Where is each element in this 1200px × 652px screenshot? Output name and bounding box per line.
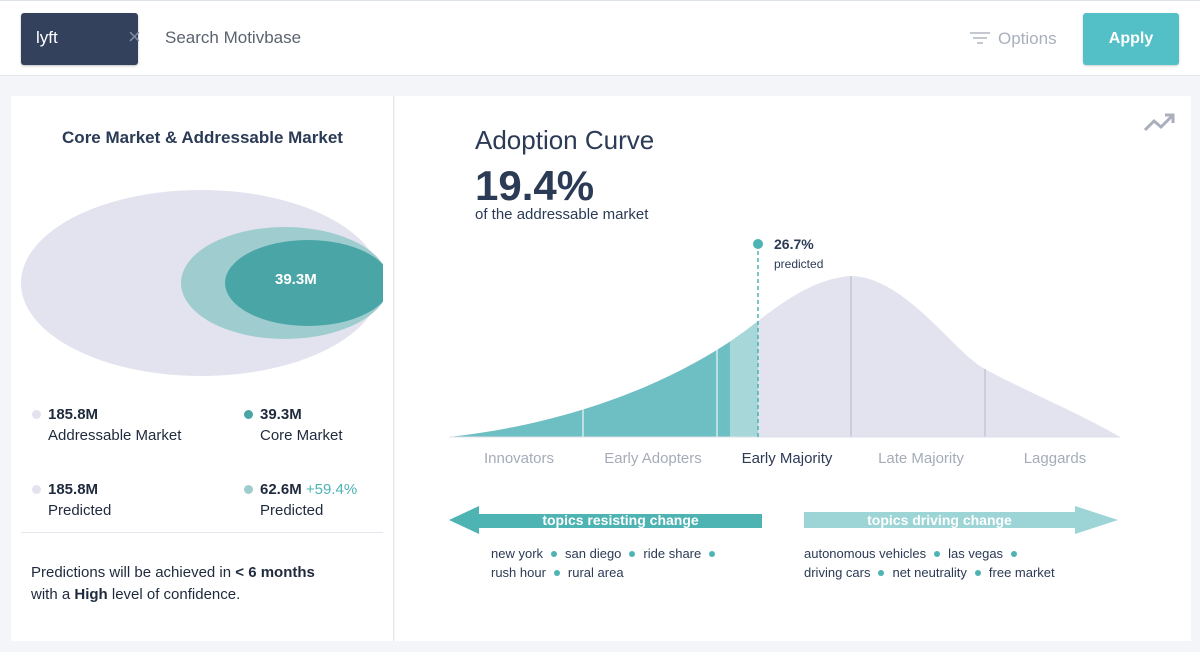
prediction-confidence: High	[74, 586, 108, 603]
topic-tag[interactable]: san diego	[565, 546, 622, 561]
driving-topics-row: autonomous vehicles las vegas	[804, 546, 1025, 561]
driving-arrow	[804, 506, 1118, 534]
resisting-topics-row: rush hour rural area	[491, 565, 624, 580]
topic-tag[interactable]: rural area	[567, 565, 624, 580]
stat-value: 62.6M +59.4%	[260, 481, 357, 498]
adoption-subtitle: of the addressable market	[475, 206, 649, 223]
adoption-current-area	[449, 276, 730, 437]
topic-tag[interactable]: free market	[988, 565, 1055, 580]
topic-separator	[709, 550, 716, 557]
filter-icon	[970, 31, 990, 44]
topic-tag[interactable]: las vegas	[948, 546, 1004, 561]
topic-separator	[1011, 550, 1018, 557]
topic-separator	[878, 569, 885, 576]
topic-separator	[551, 550, 558, 557]
topic-tag[interactable]: autonomous vehicles	[804, 546, 927, 561]
predicted-label: predicted	[774, 257, 824, 271]
topic-separator	[974, 569, 981, 576]
topic-separator	[629, 550, 636, 557]
prediction-line2-suffix: level of confidence.	[107, 586, 241, 603]
topic-tag[interactable]: rush hour	[491, 565, 546, 580]
divider	[21, 532, 383, 533]
stat-value: 39.3M	[260, 406, 302, 423]
prediction-line1-prefix: Predictions will be achieved in	[31, 564, 236, 581]
trend-chart-icon[interactable]	[1143, 110, 1177, 134]
legend-dot	[32, 410, 41, 419]
adoption-curve-area	[449, 276, 1120, 437]
search-bar: lyft × Options Apply	[0, 0, 1200, 76]
segment-innovators[interactable]: Innovators	[483, 450, 555, 467]
stat-value-number: 62.6M	[260, 481, 302, 498]
market-title: Core Market & Addressable Market	[62, 128, 343, 147]
driving-topics-row: driving cars net neutrality free market	[804, 565, 1055, 580]
stat-change: +59.4%	[305, 481, 358, 498]
stat-label: Addressable Market	[48, 427, 182, 444]
segment-laggards[interactable]: Laggards	[1023, 450, 1087, 467]
predicted-value: 26.7%	[774, 236, 814, 252]
adoption-percent: 19.4%	[475, 162, 595, 209]
close-icon[interactable]: ×	[128, 24, 141, 49]
search-input[interactable]	[165, 28, 665, 48]
legend-dot	[244, 485, 253, 494]
topic-separator	[553, 569, 560, 576]
segment-early-adopters[interactable]: Early Adopters	[604, 450, 702, 467]
adoption-curve-chart	[449, 239, 1120, 534]
stat-value: 185.8M	[48, 481, 99, 498]
search-tag[interactable]: lyft ×	[21, 13, 141, 65]
stat-label: Predicted	[48, 502, 112, 519]
market-panel: Core Market & Addressable Market 39.3M 1…	[11, 96, 394, 641]
topic-tag[interactable]: ride share	[643, 546, 702, 561]
topic-tag[interactable]: driving cars	[804, 565, 871, 580]
resisting-topics-row: new york san diego ride share	[491, 546, 723, 561]
apply-button[interactable]: Apply	[1083, 13, 1179, 65]
adoption-title: Adoption Curve	[475, 125, 655, 155]
stat-value: 185.8M	[48, 406, 99, 423]
topic-tag[interactable]: net neutrality	[892, 565, 967, 580]
core-market-ellipse	[225, 240, 383, 326]
market-venn-diagram	[21, 190, 383, 376]
topic-tag[interactable]: new york	[491, 546, 544, 561]
prediction-text: Predictions will be achieved in < 6 mont…	[31, 562, 371, 606]
stat-label: Core Market	[260, 427, 343, 444]
segment-early-majority[interactable]: Early Majority	[741, 450, 833, 467]
venn-core-label: 39.3M	[275, 271, 317, 288]
resisting-label: topics resisting change	[542, 512, 699, 528]
adoption-panel: Adoption Curve 19.4% of the addressable …	[395, 96, 1191, 641]
legend-dot	[32, 485, 41, 494]
resisting-arrow	[449, 506, 762, 534]
adoption-predicted-area	[730, 276, 758, 437]
predicted-marker-dot	[753, 239, 763, 249]
segment-late-majority[interactable]: Late Majority	[878, 450, 964, 467]
stat-label: Predicted	[260, 502, 324, 519]
prediction-line2-prefix: with a	[31, 586, 75, 603]
driving-label: topics driving change	[867, 512, 1012, 528]
prediction-timeframe: < 6 months	[235, 564, 315, 581]
options-button[interactable]: Options	[970, 29, 1057, 49]
options-label: Options	[998, 29, 1057, 48]
search-tag-label: lyft	[36, 28, 58, 47]
legend-dot	[244, 410, 253, 419]
topic-separator	[934, 550, 941, 557]
